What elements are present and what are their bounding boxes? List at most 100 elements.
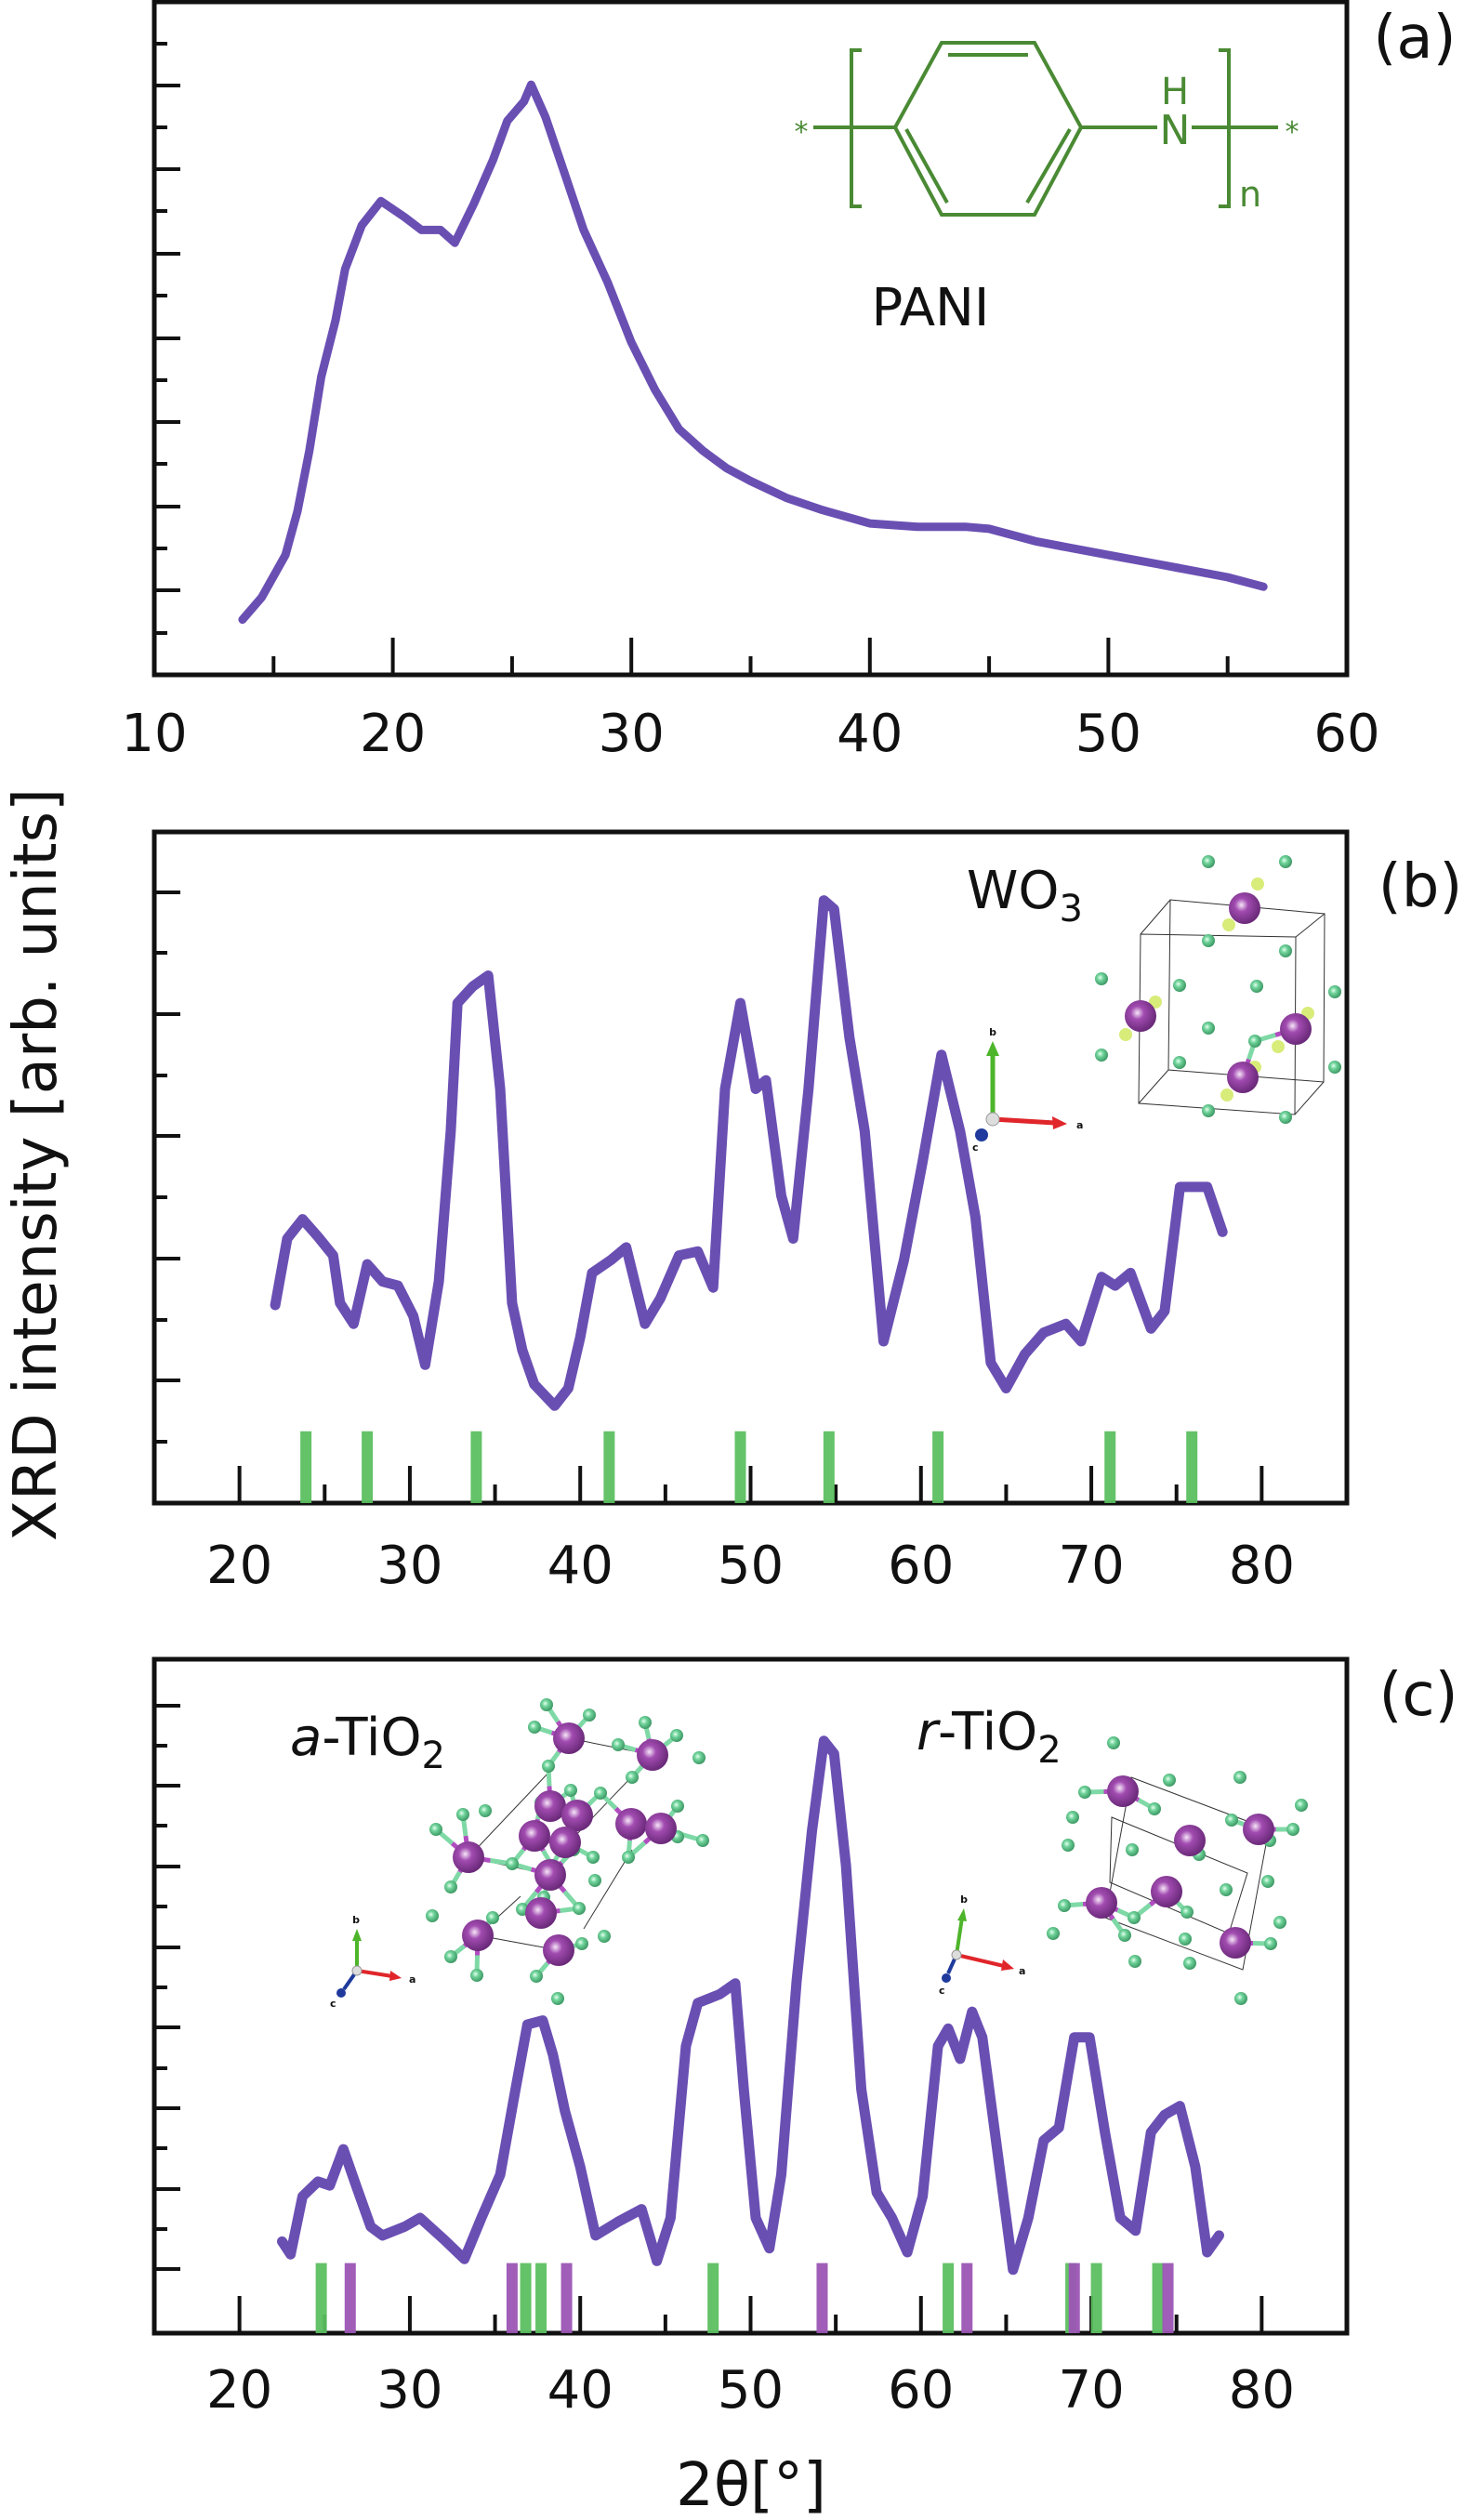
oxygen-atom: [1058, 1899, 1071, 1912]
anatase-label-sub: 2: [422, 1735, 445, 1777]
x-tick-label: 30: [376, 2360, 442, 2421]
oxygen-atom: [588, 1874, 601, 1887]
pani-left-asterisk: *: [795, 116, 809, 149]
x-axis-title: 2θ[°]: [676, 2451, 826, 2520]
reference-stick-green: [362, 1431, 374, 1503]
panel-b-wo3-curve: [270, 895, 1228, 1411]
x-tick-label: 40: [837, 704, 903, 764]
oxygen-atom: [1128, 1955, 1141, 1968]
wo3-crystal-structure: [1095, 855, 1341, 1124]
oxygen-atom: [1066, 1811, 1079, 1824]
oxygen-atom: [1251, 877, 1264, 891]
reference-stick-purple: [1068, 2263, 1080, 2333]
oxygen-atom: [540, 1698, 553, 1711]
metal-atom: [1174, 1825, 1206, 1856]
oxygen-atom: [1279, 944, 1292, 957]
reference-stick-purple: [506, 2263, 518, 2333]
wo3-label: WO3: [967, 861, 1083, 930]
anatase-axis-a-label: a: [409, 1973, 415, 1986]
rutile-axis-indicator: b a c: [939, 1893, 1025, 1997]
rutile-crystal-structure: [1047, 1736, 1308, 2005]
oxygen-atom: [612, 1738, 625, 1751]
x-tick-label: 50: [1075, 704, 1141, 764]
x-tick-label: 70: [1058, 2360, 1124, 2421]
panel-c-y-ticks: [154, 1704, 180, 2271]
oxygen-atom: [1328, 985, 1341, 998]
panel-b-x-tick-labels: 20 30 40 50 60 70 80: [206, 1536, 1295, 1596]
metal-atom: [645, 1813, 677, 1844]
metal-atom: [1229, 892, 1260, 924]
oxygen-atom: [583, 1709, 596, 1722]
metal-atom: [534, 1859, 566, 1891]
oxygen-atom: [1163, 1774, 1176, 1787]
oxygen-atom: [1222, 918, 1235, 931]
reference-stick-green: [603, 1431, 615, 1503]
reference-stick-green: [943, 2263, 955, 2333]
oxygen-atom: [1095, 972, 1108, 985]
oxygen-atom: [542, 1760, 555, 1773]
oxygen-atom: [551, 1992, 564, 2005]
reference-stick-purple: [961, 2263, 973, 2333]
panel-c-reference-sticks: [315, 2263, 1174, 2333]
metal-atom: [637, 1739, 668, 1771]
panel-b: 20 30 40 50 60 70 80 (b) WO3 b a c: [152, 829, 1462, 1596]
x-tick-label: 20: [206, 2360, 272, 2421]
oxygen-atom: [1148, 1802, 1161, 1815]
anatase-label: a-TiO2: [290, 1708, 445, 1777]
oxygen-atom: [1286, 1823, 1299, 1836]
axis-a-arrowhead: [1052, 1116, 1067, 1129]
oxygen-atom: [470, 1969, 483, 1982]
x-tick-label: 50: [718, 2360, 784, 2421]
oxygen-atom: [1220, 1883, 1233, 1896]
x-tick-label: 10: [121, 704, 187, 764]
oxygen-atom: [1248, 1035, 1261, 1048]
oxygen-atom: [1118, 1929, 1131, 1942]
x-tick-label: 60: [888, 2360, 954, 2421]
x-tick-label: 60: [888, 1536, 954, 1596]
axis-c-ball: [975, 1128, 988, 1141]
metal-atom: [549, 1827, 581, 1858]
x-tick-label: 30: [376, 1536, 442, 1596]
oxygen-atom: [1202, 1022, 1215, 1035]
rutile-label-rest: -TiO: [938, 1702, 1037, 1762]
rutile-axis-a-label: a: [1019, 1965, 1025, 1977]
oxygen-atom: [426, 1909, 439, 1922]
axis-a-arrow: [992, 1116, 1056, 1126]
pani-nitrogen: N: [1160, 107, 1191, 154]
oxygen-atom: [1126, 1843, 1139, 1856]
panel-c: 20 30 40 50 60 70 80 (c) a-TiO2 r-TiO2 b a c: [152, 1656, 1458, 2421]
oxygen-atom: [594, 1787, 607, 1800]
oxygen-atom: [506, 1857, 519, 1870]
oxygen-atom: [1328, 1061, 1341, 1074]
oxygen-atom: [1233, 1771, 1246, 1784]
rutile-label-italic: r: [917, 1702, 941, 1762]
metal-atom: [1220, 1927, 1251, 1959]
panel-b-reference-sticks: [300, 1431, 1198, 1503]
oxygen-atom: [528, 1721, 541, 1734]
oxygen-atom: [1179, 1933, 1192, 1946]
oxygen-atom: [1279, 1111, 1292, 1124]
panel-a-x-tick-labels: 10 20 30 40 50 60: [121, 704, 1379, 764]
metal-atom: [519, 1820, 550, 1852]
panel-b-frame: [152, 829, 1350, 1506]
y-axis-title: XRD intensity [arb. units]: [2, 788, 71, 1541]
anatase-label-rest: -TiO: [322, 1708, 421, 1768]
panel-b-y-ticks: [154, 891, 180, 1444]
panel-a-label: (a): [1373, 4, 1456, 73]
oxygen-atom: [1202, 934, 1215, 947]
reference-stick-green: [300, 1431, 312, 1503]
axis-b-label: b: [989, 1026, 996, 1038]
x-tick-label: 30: [599, 704, 665, 764]
x-tick-label: 20: [206, 1536, 272, 1596]
anatase-crystal-structure: [426, 1698, 709, 2005]
x-tick-label: 70: [1058, 1536, 1124, 1596]
x-tick-label: 40: [547, 2360, 613, 2421]
oxygen-atom: [456, 1808, 469, 1821]
rutile-label: r-TiO2: [917, 1702, 1062, 1772]
oxygen-atom: [622, 1851, 635, 1864]
oxygen-atom: [575, 1937, 588, 1950]
oxygen-atom: [1273, 1916, 1286, 1929]
reference-stick-purple: [561, 2263, 573, 2333]
reference-stick-green: [734, 1431, 746, 1503]
